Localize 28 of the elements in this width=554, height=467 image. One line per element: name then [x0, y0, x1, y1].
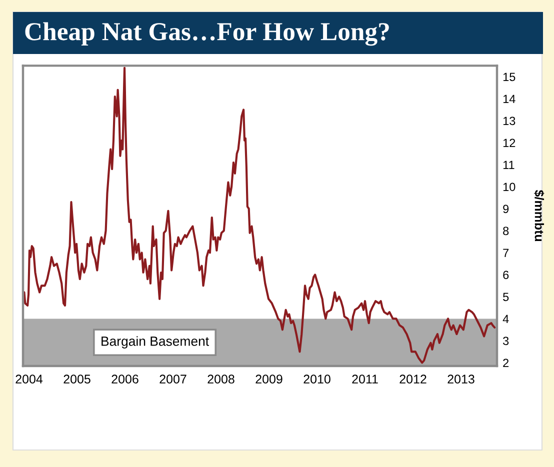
y-tick-label: 4: [502, 314, 509, 323]
x-tick-label: 2004: [16, 374, 43, 384]
y-tick-label: 8: [503, 226, 509, 236]
chart-title: Cheap Nat Gas…For How Long?: [25, 22, 389, 46]
x-tick-label: 2005: [64, 374, 90, 384]
x-tick-label: 2012: [400, 374, 426, 384]
y-tick-label: 5: [503, 292, 509, 302]
x-tick-label: 2011: [352, 374, 378, 384]
line-series: [23, 66, 496, 364]
y-tick-label: 6: [503, 270, 509, 280]
y-tick-label: 7: [503, 248, 509, 257]
x-tick-label: 2013: [448, 374, 474, 384]
band-label: Bargain Basement: [102, 336, 209, 348]
x-tick-label: 2009: [256, 374, 282, 384]
y-axis-title: $/mmbtu: [534, 190, 544, 242]
y-tick-label: 9: [503, 204, 509, 214]
x-tick-label: 2008: [208, 374, 234, 384]
y-tick-label: 12: [503, 138, 516, 147]
y-tick-label: 15: [503, 72, 516, 82]
y-tick-label: 10: [503, 182, 516, 192]
x-tick-label: 2010: [304, 374, 330, 384]
y-tick-label: 11: [503, 160, 514, 169]
x-tick-label: 2007: [160, 374, 186, 384]
y-tick-label: 3: [503, 336, 509, 346]
y-tick-label: 13: [503, 116, 516, 126]
x-tick-label: 2006: [112, 374, 138, 384]
y-tick-label: 2: [503, 358, 509, 367]
y-tick-label: 14: [503, 94, 516, 103]
